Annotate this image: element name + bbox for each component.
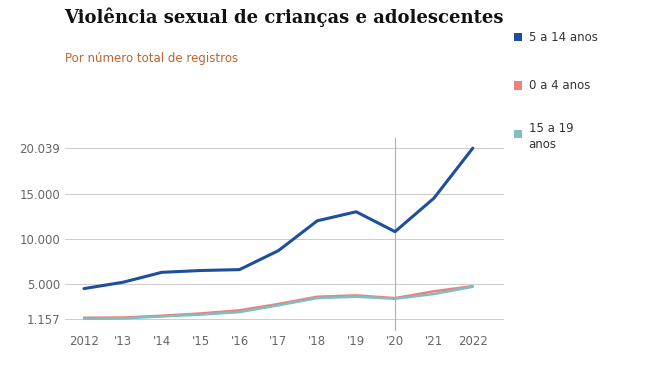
Text: 0 a 4 anos: 0 a 4 anos [528,79,590,92]
Text: anos: anos [528,138,557,151]
Text: 5 a 14 anos: 5 a 14 anos [528,31,598,44]
Text: 15 a 19: 15 a 19 [528,122,573,135]
Text: Por número total de registros: Por número total de registros [65,52,238,65]
Text: Violência sexual de crianças e adolescentes: Violência sexual de crianças e adolescen… [65,7,504,27]
